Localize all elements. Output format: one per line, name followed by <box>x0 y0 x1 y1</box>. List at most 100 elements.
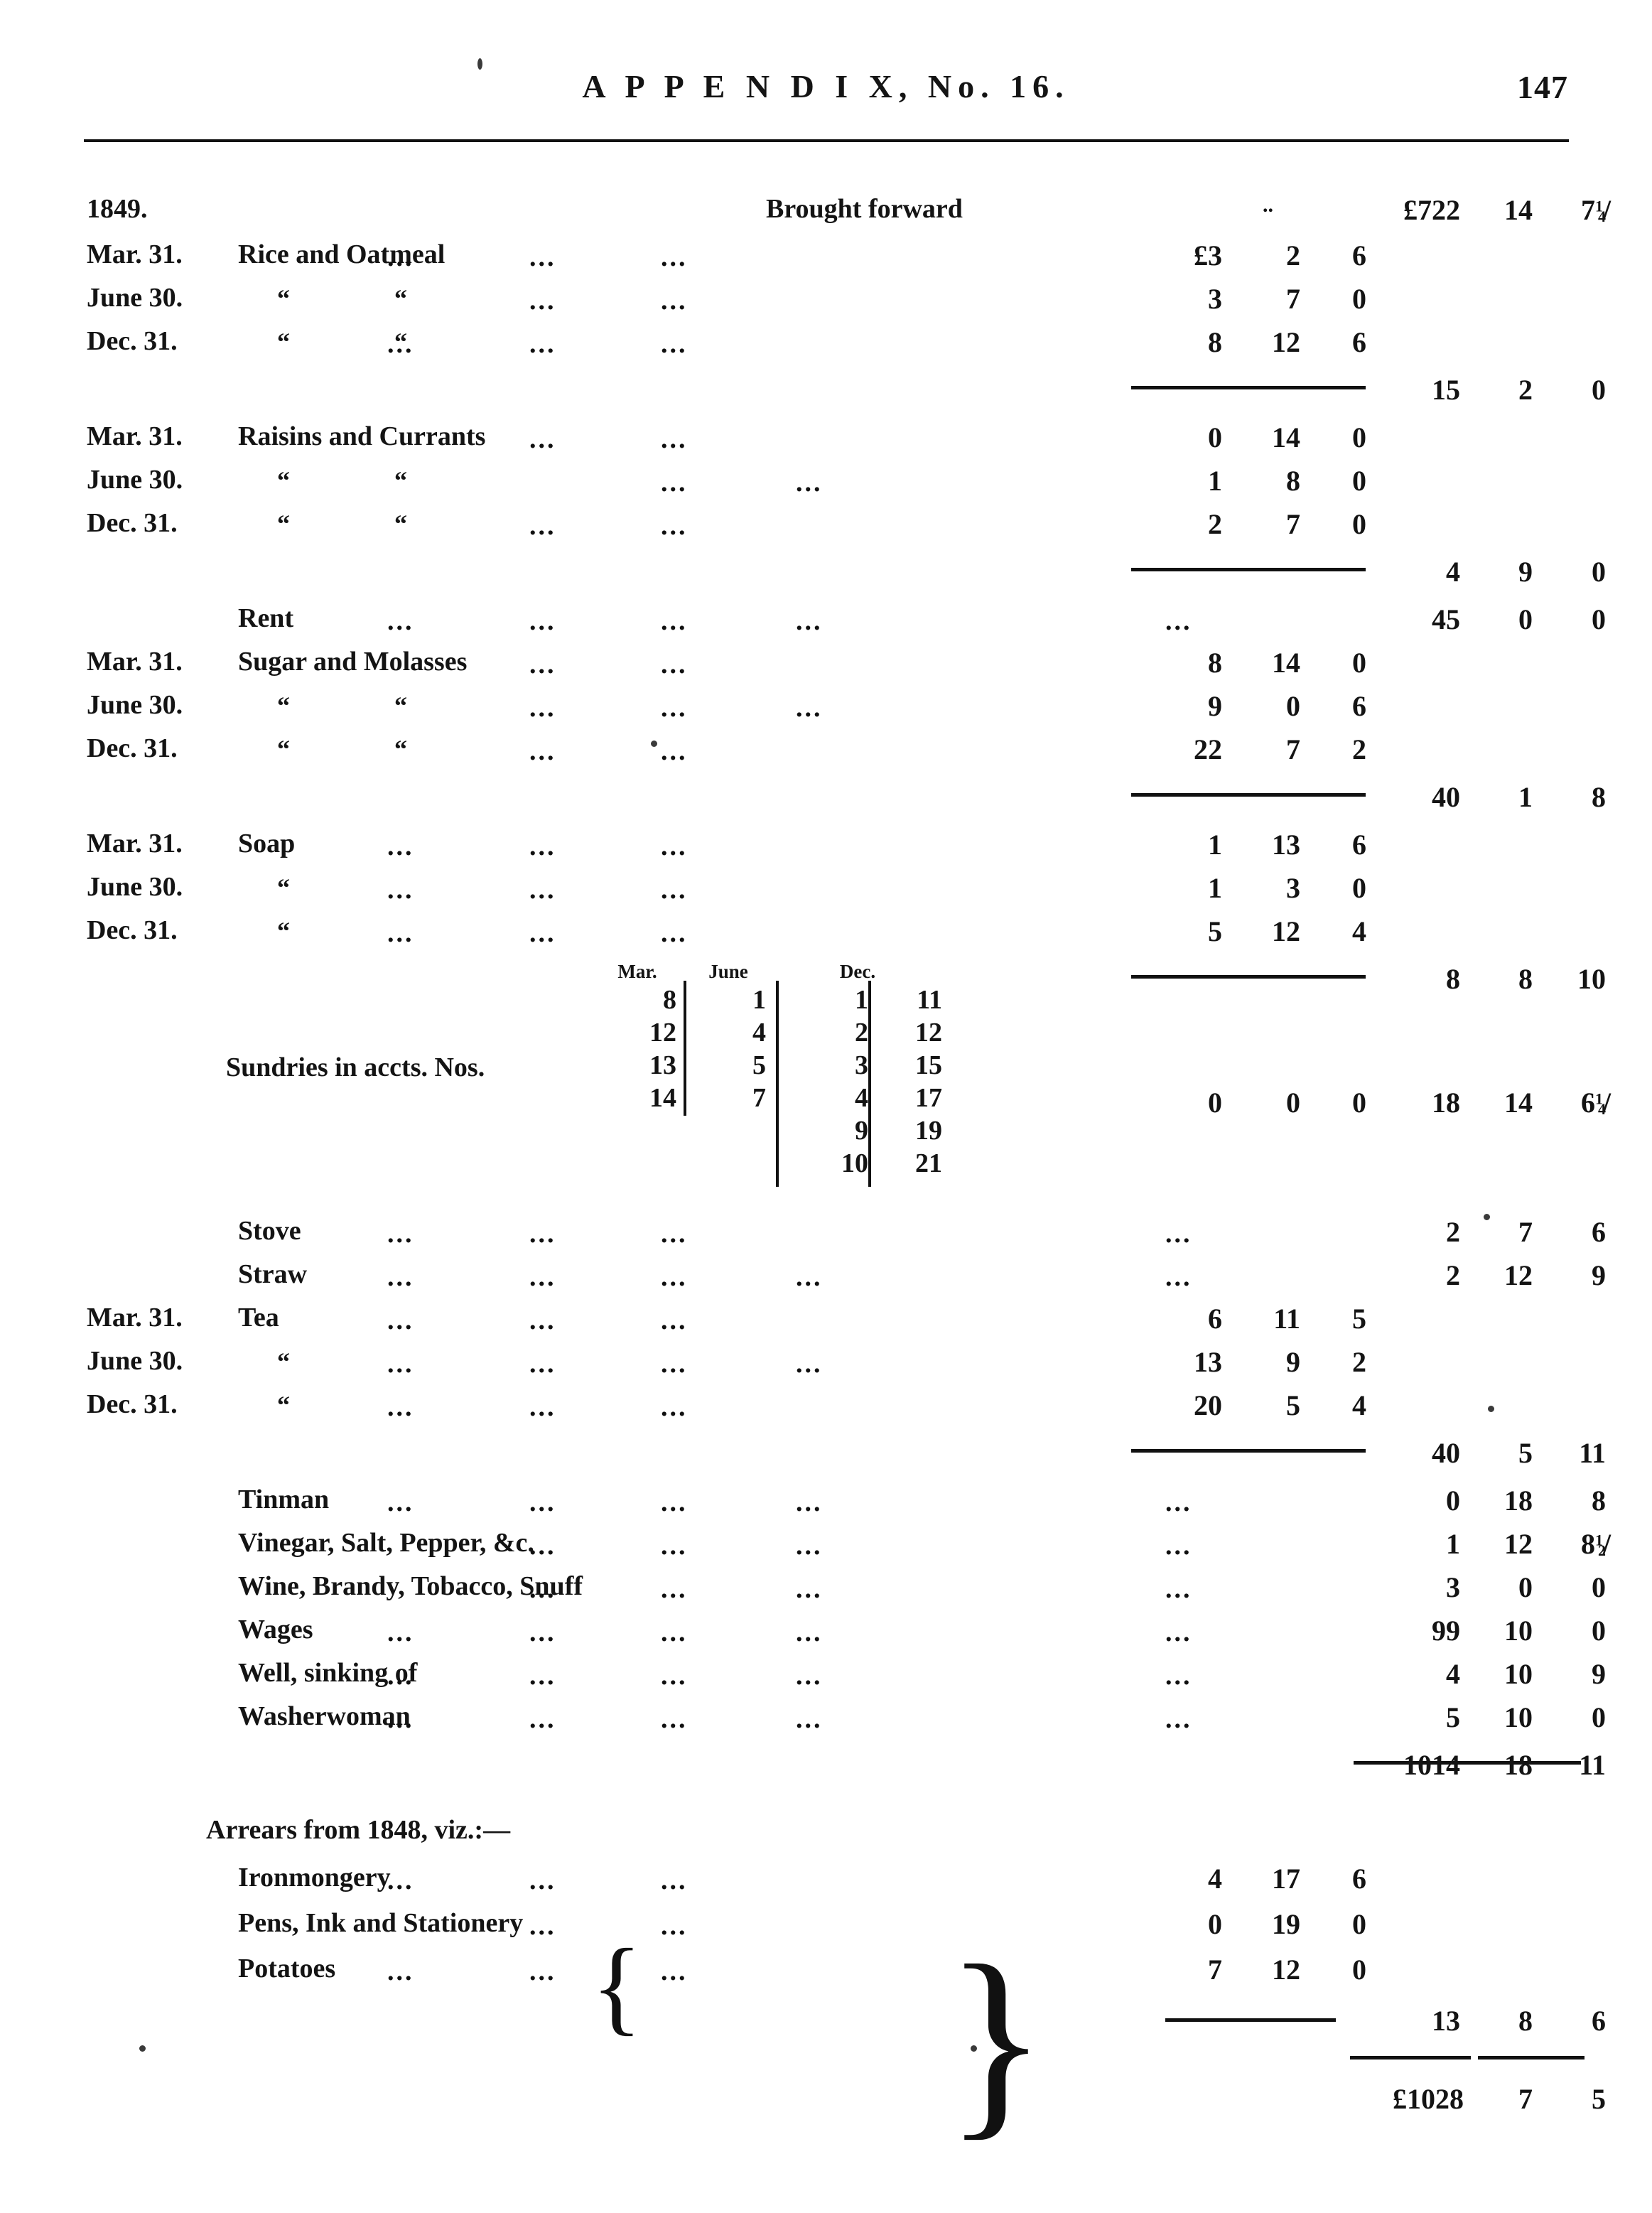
leader-dots: ... <box>796 1487 823 1517</box>
leader-dots: ... <box>1165 1531 1192 1561</box>
print-speck <box>477 58 482 70</box>
leader-dots: ... <box>387 1661 414 1691</box>
amount-pounds: 0 <box>1208 421 1222 453</box>
subtotal-shillings: 9 <box>1518 556 1533 588</box>
row-item-label: Potatoes <box>238 1954 336 1983</box>
amount-shillings: 3 <box>1286 872 1300 904</box>
row-date: Mar. 31. <box>87 647 183 677</box>
sundries-header-mar: Mar. <box>617 961 657 982</box>
sundries-number: 9 <box>855 1116 868 1146</box>
sundries-b-pounds: 18 <box>1432 1087 1460 1119</box>
leader-dots: ... <box>529 1305 556 1335</box>
bracket-left: { <box>591 1927 642 2045</box>
sundries-number: 12 <box>915 1018 942 1048</box>
amount-pounds: 0 <box>1208 1908 1222 1940</box>
sundries-number: 7 <box>752 1083 766 1113</box>
row-date: Mar. 31. <box>87 829 183 858</box>
amount-total-pounds: 5 <box>1446 1701 1460 1733</box>
row-item-label: Rice and Oatmeal <box>238 239 446 269</box>
leader-dots: ... <box>529 1262 556 1292</box>
grand-total-shillings: 7 <box>1518 2083 1533 2115</box>
leader-dots: ... <box>529 286 556 316</box>
brought-forward-row: 1849. Brought forward .. £722 14 71/4 <box>0 193 1652 237</box>
subtotal-rule <box>1131 568 1366 571</box>
leader-dots: ... <box>1165 1262 1192 1292</box>
amount-shillings: 12 <box>1272 326 1300 358</box>
leader-dots: ... <box>1165 1704 1192 1734</box>
amount-pence: 4 <box>1352 1389 1366 1421</box>
sundries-number: 10 <box>841 1148 868 1178</box>
sundries-number: 15 <box>915 1050 942 1080</box>
amount-pence: 0 <box>1352 465 1366 497</box>
sundries-b-shillings: 14 <box>1504 1087 1533 1119</box>
row-item-label: Wine, Brandy, Tobacco, Snuff <box>238 1571 583 1601</box>
subtotal-row: 1014 18 11 <box>0 1748 1652 1792</box>
sundries-column-dec-right: 11 12 15 17 19 21 <box>878 984 942 1180</box>
leader-dots: ... <box>661 1219 688 1249</box>
amount-pounds: 1 <box>1208 872 1222 904</box>
amount-pence: 0 <box>1352 508 1366 540</box>
table-row: Wine, Brandy, Tobacco, Snuff............… <box>0 1571 1652 1615</box>
grand-total-rule-right <box>1478 2056 1584 2059</box>
subtotal-row: 40 5 11 <box>0 1436 1652 1480</box>
ditto-mark: “ <box>277 328 290 356</box>
leader-dots: ... <box>529 736 556 766</box>
subtotal-row: 40 1 8 <box>0 780 1652 824</box>
ditto-mark: “ <box>394 691 407 720</box>
table-row: Wages............... 99 10 0 <box>0 1614 1652 1658</box>
leader-dots: ... <box>661 1487 688 1517</box>
table-row: June 30. “ “...... 1 8 0 <box>0 464 1652 508</box>
leader-dots: ... <box>387 831 414 861</box>
table-row: Vinegar, Salt, Pepper, &c............. 1 1… <box>0 1527 1652 1571</box>
sundries-number: 4 <box>752 1018 766 1048</box>
leader-dots: ... <box>796 468 823 497</box>
amount-total-pounds: 0 <box>1446 1485 1460 1517</box>
leader-dots: ... <box>661 918 688 948</box>
sundries-number: 3 <box>855 1050 868 1080</box>
leader-dots: ... <box>796 1704 823 1734</box>
ledger-year: 1849. <box>87 194 148 224</box>
amount-pence: 0 <box>1352 421 1366 453</box>
subtotal-shillings: 8 <box>1518 2005 1533 2037</box>
table-row: Dec. 31. “......... 20 5 4 <box>0 1389 1652 1433</box>
sundries-number: 19 <box>915 1116 942 1146</box>
print-speck <box>971 2045 977 2052</box>
table-row: June 30. “ “......... 9 0 6 <box>0 689 1652 733</box>
row-date: Mar. 31. <box>87 239 183 269</box>
leader-dots: ... <box>387 1219 414 1249</box>
subtotal-pence: 0 <box>1592 374 1606 406</box>
leader-dots: ... <box>529 1574 556 1604</box>
amount-shillings: 12 <box>1272 915 1300 947</box>
sundries-number: 5 <box>752 1050 766 1080</box>
sundries-number: 13 <box>649 1050 676 1080</box>
amount-pounds: 7 <box>1208 1954 1222 1986</box>
sundries-number: 2 <box>855 1018 868 1048</box>
amount-shillings: 19 <box>1272 1908 1300 1940</box>
leader-dots: ... <box>661 1956 688 1986</box>
brought-forward-shillings: 14 <box>1504 194 1533 226</box>
amount-shillings: 11 <box>1273 1303 1300 1335</box>
table-row: Potatoes......... 7 12 0 <box>0 1953 1652 1997</box>
leader-dots: ... <box>661 242 688 272</box>
amount-pence: 2 <box>1352 1346 1366 1378</box>
leader-dots: ... <box>529 329 556 359</box>
sundries-number: 1 <box>855 985 868 1015</box>
amount-shillings: 13 <box>1272 829 1300 861</box>
row-item-label: Straw <box>238 1259 308 1289</box>
leader-dots: ... <box>387 1865 414 1895</box>
row-item-label: Stove <box>238 1216 301 1246</box>
amount-total-pence: 0 <box>1592 1615 1606 1647</box>
row-date: Dec. 31. <box>87 326 178 356</box>
sundries-a-pence: 0 <box>1352 1087 1366 1119</box>
row-item-label: Ironmongery <box>238 1863 391 1892</box>
amount-pounds: 1 <box>1208 829 1222 861</box>
amount-total-pence: 8 <box>1592 1485 1606 1517</box>
sundries-header-june: June <box>708 961 748 982</box>
sundries-column-mar: 8 12 13 14 <box>612 984 676 1114</box>
amount-total-shillings: 10 <box>1504 1701 1533 1733</box>
table-row: Mar. 31. Sugar and Molasses...... 8 14 0 <box>0 646 1652 690</box>
ditto-mark: “ <box>277 1391 290 1419</box>
table-row: June 30. “......... 1 3 0 <box>0 871 1652 915</box>
amount-total-shillings: 0 <box>1518 603 1533 635</box>
table-row: Pens, Ink and Stationery...... 0 19 0 <box>0 1907 1652 1951</box>
